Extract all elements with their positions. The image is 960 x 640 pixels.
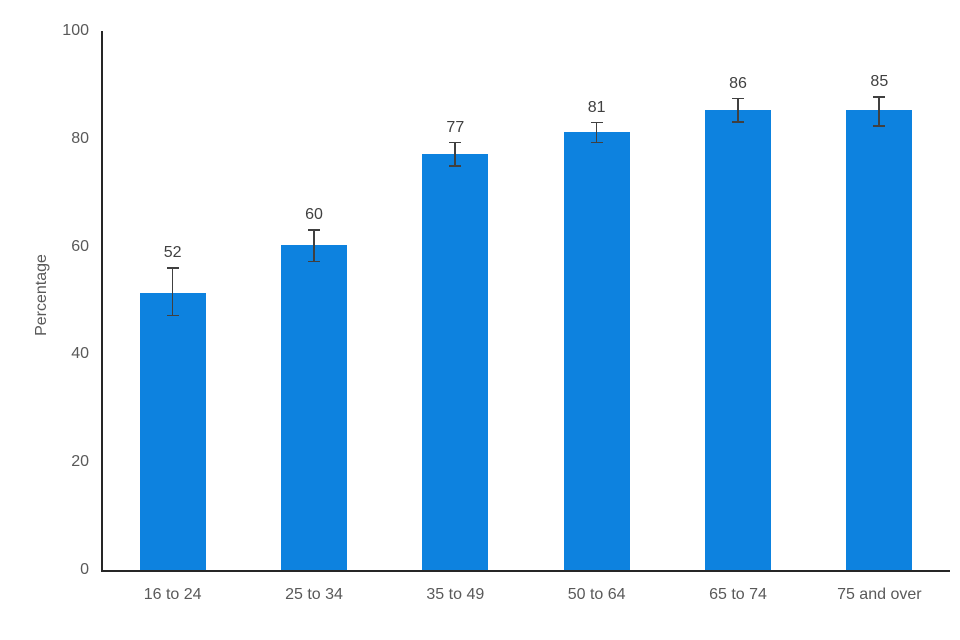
bar-value-label: 81	[587, 98, 606, 116]
x-axis-category-label: 16 to 24	[143, 586, 202, 603]
bar	[422, 153, 489, 570]
x-axis-category-label: 35 to 49	[426, 586, 485, 603]
bar-value-label: 85	[870, 73, 889, 91]
error-bar-bottom-cap	[308, 260, 320, 263]
y-tick-label: 40	[71, 345, 89, 363]
x-axis-category-label: 25 to 34	[285, 586, 343, 603]
error-bar-top-cap	[590, 121, 603, 124]
error-bar-bottom-cap	[873, 125, 886, 127]
y-tick-label: 0	[80, 561, 89, 578]
y-axis-line	[101, 31, 103, 570]
error-bar-top-cap	[449, 141, 462, 144]
error-bar-bottom-cap	[590, 141, 603, 144]
bar	[563, 131, 630, 570]
error-bar-line	[171, 268, 174, 316]
bar	[705, 109, 771, 570]
x-axis-category-label: 65 to 74	[709, 586, 767, 603]
error-bar-line	[737, 98, 739, 122]
error-bar-bottom-cap	[449, 165, 462, 167]
bar-value-label: 77	[446, 118, 465, 136]
error-bar-line	[454, 142, 456, 166]
x-axis-category-label: 50 to 64	[567, 586, 626, 603]
error-bar-bottom-cap	[166, 314, 179, 317]
error-bar-line	[595, 122, 598, 143]
bar-value-label: 86	[729, 74, 747, 92]
error-bar-top-cap	[732, 97, 744, 100]
error-bar-top-cap	[873, 96, 886, 98]
y-tick-label: 100	[62, 22, 89, 39]
y-tick-label: 80	[71, 129, 89, 147]
x-axis-line	[101, 570, 950, 572]
error-bar-line	[878, 97, 880, 126]
bar	[846, 110, 913, 570]
bar-value-label: 60	[305, 206, 323, 224]
bar-value-label: 52	[163, 244, 182, 262]
x-axis-category-label: 75 and over	[837, 586, 922, 603]
y-tick-label: 60	[71, 237, 89, 255]
error-bar-top-cap	[308, 229, 320, 231]
error-bar-top-cap	[166, 267, 179, 269]
bar	[281, 244, 347, 570]
bar	[139, 293, 206, 570]
y-tick-label: 20	[71, 453, 89, 471]
error-bar-bottom-cap	[732, 121, 744, 123]
error-bar-line	[313, 230, 315, 262]
